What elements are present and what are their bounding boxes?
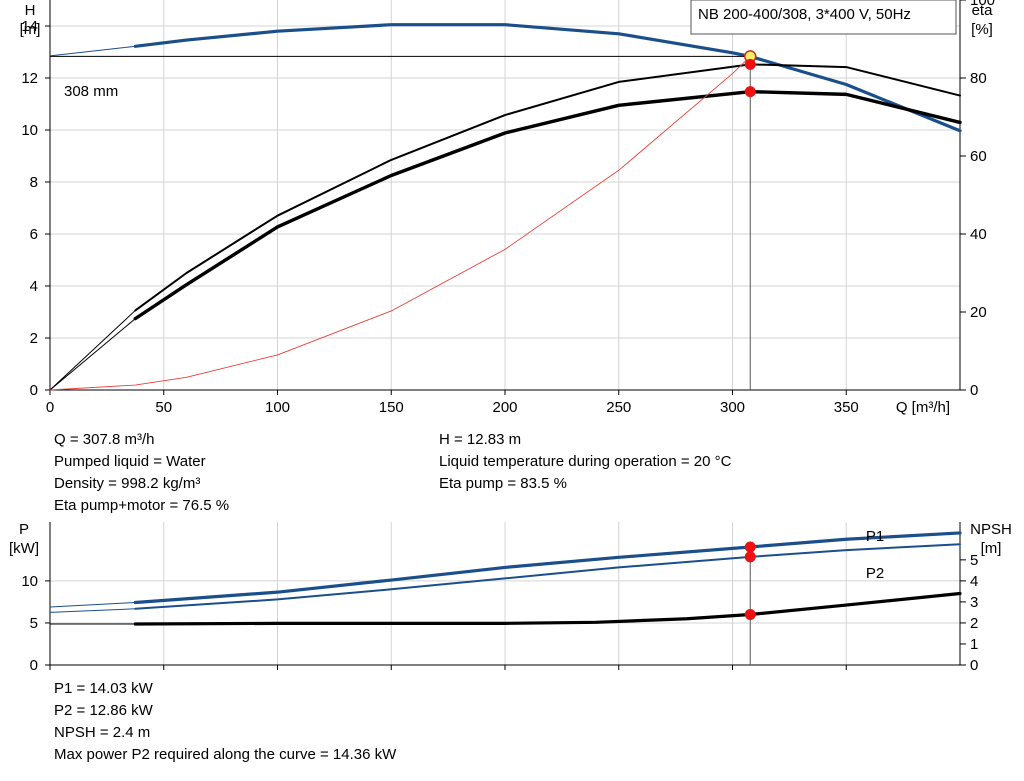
right-axis-unit: [%] <box>971 21 993 38</box>
duty-point-head_eta-2 <box>744 86 756 98</box>
x-axis-label: Q [m³/h] <box>896 399 950 416</box>
left-tick-label-4: 4 <box>30 278 38 295</box>
right-tick-label-1: 1 <box>970 636 978 653</box>
right-tick-label-0: 0 <box>970 657 978 674</box>
series-label-308-mm: 308 mm <box>64 83 118 100</box>
duty-point-power_npsh-0 <box>744 541 756 553</box>
right-axis-unit-npsh: [m] <box>981 540 1002 557</box>
left-tick-label-10: 10 <box>21 122 38 139</box>
series-npsh <box>133 591 962 626</box>
series-label-p1: P1 <box>866 528 884 545</box>
series-eta-pump <box>134 63 961 312</box>
info-p2: P2 = 12.86 kW <box>54 702 153 719</box>
head-eta-chart: 0 2 4 6 8 10 12 14 0 20 40 60 80 100 0 50 100 150 200 250 30… <box>20 0 995 416</box>
info-top-left: Q = 307.8 m³/h Pumped liquid = Water Den… <box>54 429 229 517</box>
x-tick-label-100: 100 <box>265 399 290 416</box>
left-axis-unit-p: [kW] <box>9 540 39 557</box>
x-tick-label-150: 150 <box>379 399 404 416</box>
x-tick-label-250: 250 <box>606 399 631 416</box>
series-308-mm <box>133 23 962 133</box>
right-tick-label-4: 4 <box>970 573 978 590</box>
right-tick-label-2: 2 <box>970 615 978 632</box>
info-npsh: NPSH = 2.4 m <box>54 724 151 741</box>
series-eta-pump-motor <box>133 89 962 321</box>
x-tick-label-0: 0 <box>46 399 54 416</box>
info-head: H = 12.83 m <box>439 431 522 448</box>
right-tick-label-100: 100 <box>970 0 995 9</box>
x-tick-label-50: 50 <box>155 399 172 416</box>
series-label-p2: P2 <box>866 565 884 582</box>
info-density: Density = 998.2 kg/m³ <box>54 475 201 492</box>
info-bottom: P1 = 14.03 kW P2 = 12.86 kW NPSH = 2.4 m… <box>54 678 396 766</box>
left-tick-label-6: 6 <box>30 226 38 243</box>
info-p1: P1 = 14.03 kW <box>54 680 153 697</box>
left-tick-label-2: 2 <box>30 330 38 347</box>
x-tick-label-350: 350 <box>834 399 859 416</box>
right-tick-label-0: 0 <box>970 382 978 399</box>
left-tick-label-5: 5 <box>30 615 38 632</box>
info-top-right: H = 12.83 m Liquid temperature during op… <box>439 429 731 495</box>
series-p2 <box>134 543 961 610</box>
left-axis-label-p: P <box>19 521 29 538</box>
series-eta-pump-extension <box>49 310 136 391</box>
left-tick-label-10: 10 <box>21 573 38 590</box>
info-eta-pump-motor: Eta pump+motor = 76.5 % <box>54 497 230 514</box>
left-tick-label-8: 8 <box>30 174 38 191</box>
right-axis-label: eta <box>972 2 994 19</box>
duty-point-power_npsh-1 <box>744 551 756 563</box>
info-eta-pump: Eta pump = 83.5 % <box>439 475 567 492</box>
duty-point-power_npsh-2 <box>744 609 756 621</box>
duty-point-head_eta-1 <box>744 58 756 70</box>
power-npsh-chart: 0 5 10 0 1 2 3 4 5 P [kW] NPSH [m] P1 P2 <box>9 521 1012 674</box>
right-axis-label-npsh: NPSH <box>970 521 1012 538</box>
left-tick-label-12: 12 <box>21 70 38 87</box>
left-axis-label: H <box>25 2 36 19</box>
x-tick-label-200: 200 <box>492 399 517 416</box>
right-tick-label-40: 40 <box>970 226 987 243</box>
left-tick-label-14: 14 <box>21 18 38 35</box>
series-eta-pump-motor-extension <box>49 318 136 391</box>
series-p1-extension <box>49 602 136 608</box>
series-p1 <box>133 531 962 605</box>
right-tick-label-5: 5 <box>970 552 978 569</box>
right-tick-label-80: 80 <box>970 70 987 87</box>
right-tick-label-60: 60 <box>970 148 987 165</box>
left-tick-label-0: 0 <box>30 382 38 399</box>
info-liquid: Pumped liquid = Water <box>54 453 206 470</box>
series-system-curve <box>49 55 751 391</box>
info-max-power: Max power P2 required along the curve = … <box>54 746 397 763</box>
series-308-mm-extension <box>49 45 136 57</box>
right-tick-label-20: 20 <box>970 304 987 321</box>
info-flow: Q = 307.8 m³/h <box>54 431 155 448</box>
chart-title: NB 200-400/308, 3*400 V, 50Hz <box>698 6 911 23</box>
info-temperature: Liquid temperature during operation = 20… <box>439 453 732 470</box>
right-tick-label-3: 3 <box>970 594 978 611</box>
series-p2-extension <box>49 608 136 613</box>
title-box <box>690 0 957 35</box>
left-axis-unit: [m] <box>20 21 41 38</box>
x-tick-label-300: 300 <box>720 399 745 416</box>
left-tick-label-0: 0 <box>30 657 38 674</box>
